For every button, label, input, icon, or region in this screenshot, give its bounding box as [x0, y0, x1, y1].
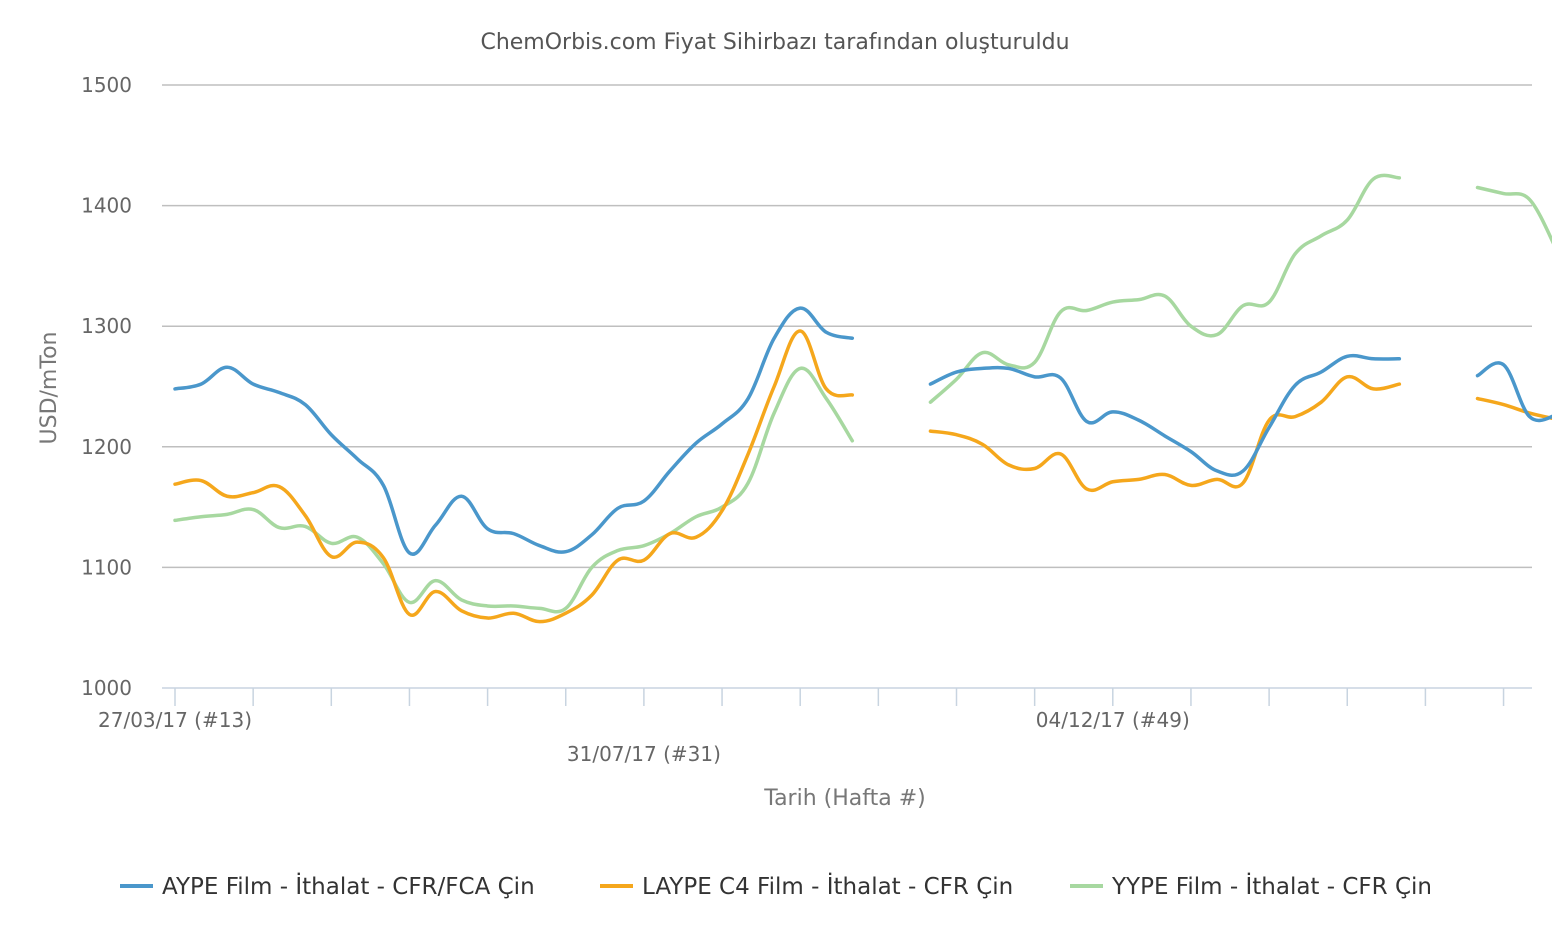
legend-label: AYPE Film - İthalat - CFR/FCA Çin [162, 872, 535, 900]
series-line-segment [173, 366, 855, 614]
series-line-segment [173, 329, 855, 624]
y-axis-title: USD/mTon [37, 332, 62, 445]
series-line-segment [1475, 185, 1552, 245]
y-tick-label: 1200 [81, 435, 132, 459]
chart-title: ChemOrbis.com Fiyat Sihirbazı tarafından… [480, 30, 1069, 55]
x-tick-label: 27/03/17 (#13) [98, 708, 252, 732]
legend-item-2[interactable]: LAYPE C4 Film - İthalat - CFR Çin [600, 872, 1013, 900]
gridlines [162, 84, 1532, 569]
y-axis-ticks: 1000 1100 1200 1300 1400 1500 [81, 73, 132, 700]
series-line-segment [1475, 396, 1552, 421]
x-tick-label: 04/12/17 (#49) [1036, 708, 1190, 732]
series-line-segment [928, 374, 1402, 492]
series-2-line [173, 329, 1552, 624]
y-tick-label: 1100 [81, 555, 132, 579]
series-line-segment [928, 353, 1402, 478]
series-line-segment [173, 306, 855, 556]
series-1-line [173, 306, 1552, 556]
legend-item-3[interactable]: YYPE Film - İthalat - CFR Çin [1070, 872, 1432, 900]
x-axis-tick-labels: 27/03/17 (#13) 31/07/17 (#31) 04/12/17 (#4… [98, 708, 1190, 766]
legend-item-1[interactable]: AYPE Film - İthalat - CFR/FCA Çin [120, 872, 535, 900]
series-lines [173, 173, 1552, 624]
y-tick-label: 1000 [81, 676, 132, 700]
x-tick-label: 31/07/17 (#31) [567, 742, 721, 766]
y-tick-label: 1400 [81, 194, 132, 218]
series-line-segment [1475, 361, 1552, 423]
y-tick-label: 1500 [81, 73, 132, 97]
x-axis-title: Tarih (Hafta #) [763, 786, 925, 811]
legend: AYPE Film - İthalat - CFR/FCA Çin LAYPE C… [120, 872, 1432, 900]
x-axis-tick-marks [174, 688, 1505, 706]
legend-label: YYPE Film - İthalat - CFR Çin [1111, 872, 1432, 900]
series-line-segment [928, 173, 1402, 404]
series-3-line [173, 173, 1552, 614]
legend-label: LAYPE C4 Film - İthalat - CFR Çin [642, 872, 1013, 900]
y-tick-label: 1300 [81, 314, 132, 338]
